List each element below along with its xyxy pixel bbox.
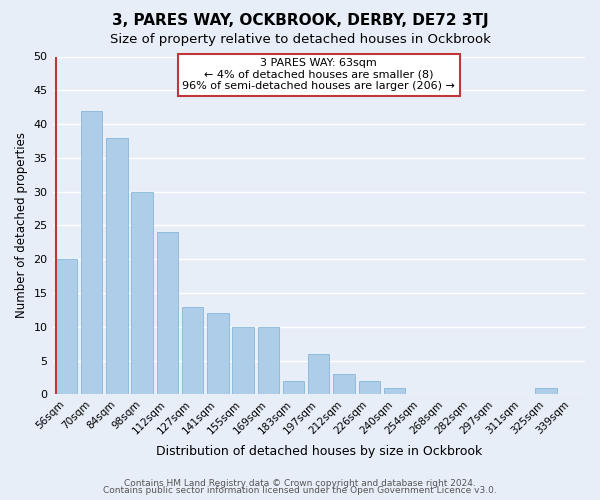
Y-axis label: Number of detached properties: Number of detached properties bbox=[15, 132, 28, 318]
Bar bbox=[232, 327, 254, 394]
Bar bbox=[384, 388, 405, 394]
Bar bbox=[207, 314, 229, 394]
Bar bbox=[283, 381, 304, 394]
X-axis label: Distribution of detached houses by size in Ockbrook: Distribution of detached houses by size … bbox=[155, 444, 482, 458]
Bar bbox=[182, 306, 203, 394]
Bar bbox=[106, 138, 128, 394]
Text: 3, PARES WAY, OCKBROOK, DERBY, DE72 3TJ: 3, PARES WAY, OCKBROOK, DERBY, DE72 3TJ bbox=[112, 12, 488, 28]
Bar bbox=[131, 192, 153, 394]
Bar bbox=[56, 260, 77, 394]
Bar bbox=[308, 354, 329, 395]
Text: 3 PARES WAY: 63sqm
← 4% of detached houses are smaller (8)
96% of semi-detached : 3 PARES WAY: 63sqm ← 4% of detached hous… bbox=[182, 58, 455, 92]
Text: Size of property relative to detached houses in Ockbrook: Size of property relative to detached ho… bbox=[110, 32, 490, 46]
Bar bbox=[157, 232, 178, 394]
Bar bbox=[359, 381, 380, 394]
Bar bbox=[333, 374, 355, 394]
Bar bbox=[81, 110, 103, 395]
Text: Contains public sector information licensed under the Open Government Licence v3: Contains public sector information licen… bbox=[103, 486, 497, 495]
Bar bbox=[535, 388, 557, 394]
Bar bbox=[257, 327, 279, 394]
Text: Contains HM Land Registry data © Crown copyright and database right 2024.: Contains HM Land Registry data © Crown c… bbox=[124, 478, 476, 488]
